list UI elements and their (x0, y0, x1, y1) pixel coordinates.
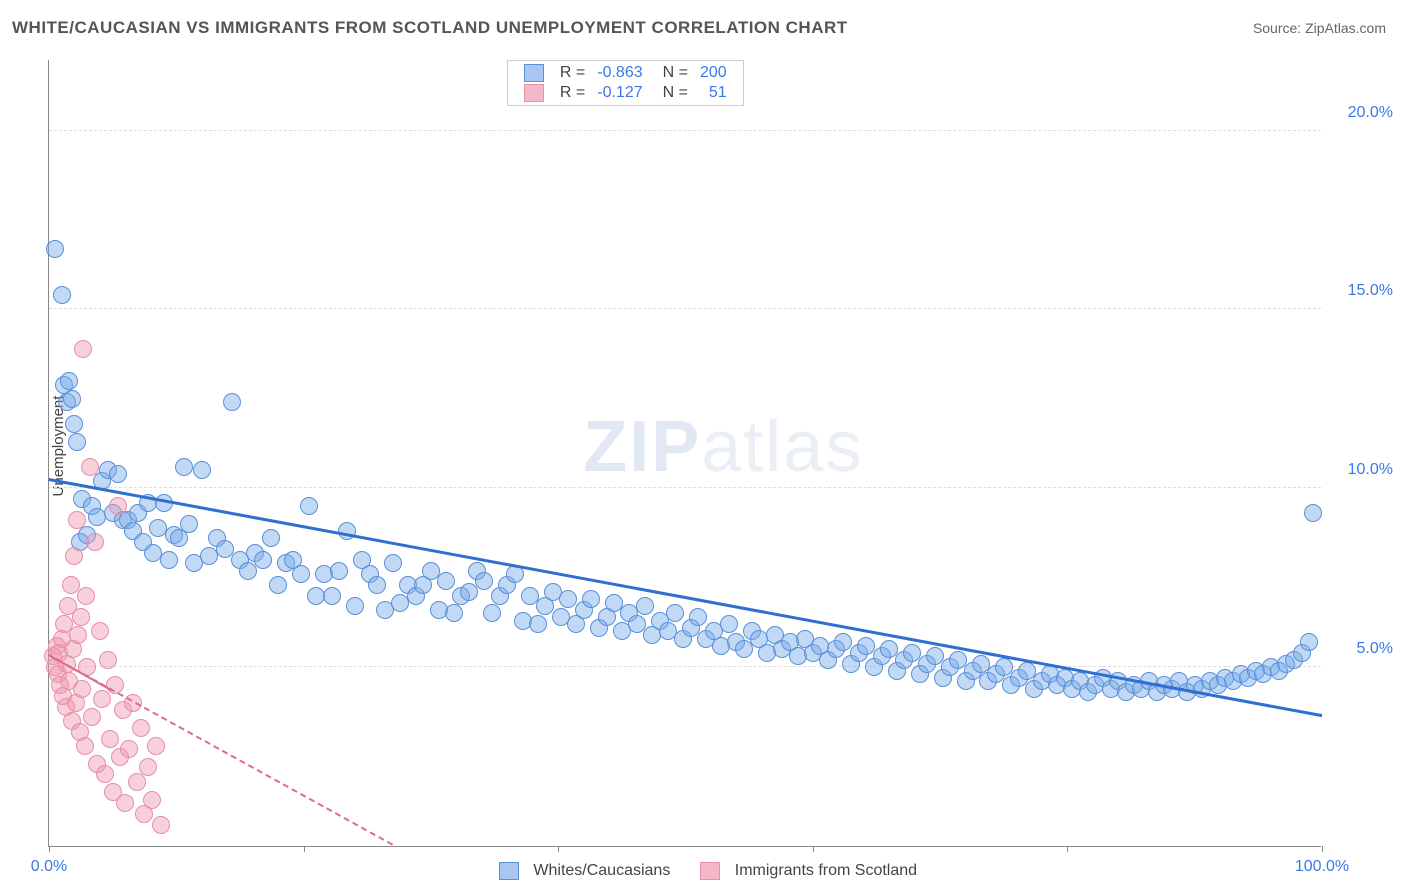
data-point (96, 765, 114, 783)
data-point (65, 547, 83, 565)
data-point (46, 240, 64, 258)
scatter-plot: ZIPatlas R =-0.863N =200R =-0.127N =51 5… (48, 60, 1321, 847)
data-point (60, 372, 78, 390)
data-point (582, 590, 600, 608)
data-point (77, 587, 95, 605)
x-tick-mark (1067, 846, 1068, 852)
data-point (180, 515, 198, 533)
data-point (636, 597, 654, 615)
data-point (323, 587, 341, 605)
gridline (49, 666, 1321, 667)
data-point (1304, 504, 1322, 522)
data-point (86, 533, 104, 551)
legend-series: Whites/Caucasians Immigrants from Scotla… (0, 862, 1406, 880)
data-point (262, 529, 280, 547)
x-tick-mark (813, 846, 814, 852)
data-point (160, 551, 178, 569)
data-point (368, 576, 386, 594)
data-point (73, 680, 91, 698)
data-point (147, 737, 165, 755)
data-point (529, 615, 547, 633)
data-point (460, 583, 478, 601)
trend-line (48, 478, 1322, 717)
data-point (132, 719, 150, 737)
legend-item: Immigrants from Scotland (690, 862, 917, 879)
data-point (689, 608, 707, 626)
data-point (720, 615, 738, 633)
data-point (239, 562, 257, 580)
watermark: ZIPatlas (583, 406, 863, 488)
y-tick-label: 10.0% (1333, 461, 1393, 479)
x-tick-mark (558, 846, 559, 852)
data-point (254, 551, 272, 569)
source-attribution: Source: ZipAtlas.com (1253, 20, 1386, 36)
data-point (68, 511, 86, 529)
data-point (300, 497, 318, 515)
data-point (53, 286, 71, 304)
data-point (128, 773, 146, 791)
gridline (49, 130, 1321, 131)
data-point (76, 737, 94, 755)
data-point (116, 794, 134, 812)
data-point (384, 554, 402, 572)
data-point (152, 816, 170, 834)
legend-row: R =-0.127N =51 (518, 83, 733, 103)
data-point (109, 497, 127, 515)
legend-item: Whites/Caucasians (489, 862, 670, 879)
data-point (346, 597, 364, 615)
data-point (1300, 633, 1318, 651)
data-point (139, 758, 157, 776)
data-point (666, 604, 684, 622)
data-point (735, 640, 753, 658)
data-point (68, 433, 86, 451)
y-tick-label: 20.0% (1333, 104, 1393, 122)
data-point (143, 791, 161, 809)
legend-row: R =-0.863N =200 (518, 63, 733, 83)
gridline (49, 308, 1321, 309)
data-point (83, 708, 101, 726)
data-point (69, 626, 87, 644)
data-point (101, 730, 119, 748)
data-point (109, 465, 127, 483)
x-tick-mark (49, 846, 50, 852)
data-point (93, 690, 111, 708)
data-point (65, 415, 83, 433)
data-point (99, 651, 117, 669)
data-point (269, 576, 287, 594)
data-point (91, 622, 109, 640)
chart-title: WHITE/CAUCASIAN VS IMMIGRANTS FROM SCOTL… (12, 18, 848, 38)
data-point (72, 608, 90, 626)
legend-correlation: R =-0.863N =200R =-0.127N =51 (507, 60, 744, 106)
data-point (483, 604, 501, 622)
data-point (445, 604, 463, 622)
data-point (223, 393, 241, 411)
data-point (175, 458, 193, 476)
data-point (193, 461, 211, 479)
y-tick-label: 5.0% (1333, 640, 1393, 658)
x-tick-mark (1322, 846, 1323, 852)
data-point (63, 390, 81, 408)
x-tick-mark (304, 846, 305, 852)
data-point (74, 340, 92, 358)
y-tick-label: 15.0% (1333, 282, 1393, 300)
data-point (437, 572, 455, 590)
data-point (81, 458, 99, 476)
data-point (120, 740, 138, 758)
data-point (475, 572, 493, 590)
data-point (330, 562, 348, 580)
data-point (292, 565, 310, 583)
